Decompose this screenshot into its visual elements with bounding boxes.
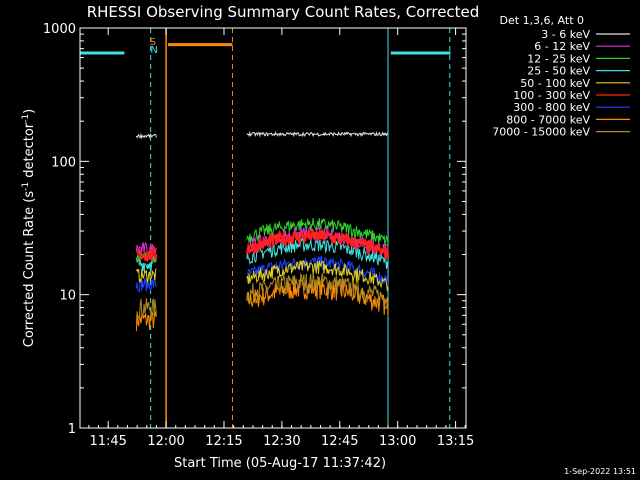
y-axis-label-part: Corrected Count Rate (s	[22, 191, 37, 348]
trace-100-300keV	[136, 245, 158, 263]
trace-50-100keV	[135, 268, 157, 284]
legend-label: 12 - 25 keV	[527, 52, 590, 65]
data-traces	[135, 130, 389, 332]
chart-title: RHESSI Observing Summary Count Rates, Co…	[87, 3, 480, 21]
x-tick-label: 11:45	[89, 434, 126, 449]
y-tick-label: 10	[59, 289, 76, 304]
trace-3-6keV	[246, 130, 389, 138]
trace-100-300keV	[245, 227, 389, 260]
legend-label: 25 - 50 keV	[527, 65, 590, 78]
legend-header: Det 1,3,6, Att 0	[500, 14, 584, 27]
x-tick-label: 13:00	[379, 434, 416, 449]
trace-25-50keV	[246, 236, 389, 270]
trace-50-100keV	[246, 259, 389, 292]
y-axis: 1 10 100 1000	[43, 22, 466, 437]
x-tick-label: 12:00	[147, 434, 184, 449]
y-axis-label-sup: -1	[21, 114, 31, 123]
y-axis-label: Corrected Count Rate (s-1 detector-1)	[21, 109, 37, 347]
annotation-lines: SN	[80, 37, 451, 56]
marker-n: N	[150, 45, 157, 56]
legend-label: 800 - 7000 keV	[506, 113, 590, 126]
legend-label: 100 - 300 keV	[513, 89, 590, 102]
x-axis-label: Start Time (05-Aug-17 11:37:42)	[174, 456, 386, 471]
x-tick-label: 13:15	[437, 434, 474, 449]
legend-label: 50 - 100 keV	[520, 77, 590, 90]
trace-12-25keV	[246, 217, 389, 246]
y-tick-label: 100	[51, 155, 76, 170]
y-axis-label-sup: -1	[21, 182, 31, 191]
x-tick-label: 12:45	[321, 434, 358, 449]
x-tick-label: 12:30	[263, 434, 300, 449]
legend-label: 300 - 800 keV	[513, 101, 590, 114]
trace-3-6keV	[135, 132, 157, 140]
y-axis-label-part: )	[22, 109, 37, 114]
trace-6-12keV	[135, 241, 157, 257]
y-tick-label: 1000	[43, 22, 76, 37]
trace-300-800keV	[246, 255, 389, 288]
y-axis-label-part: detector	[22, 122, 37, 182]
y-tick-label: 1	[68, 422, 76, 437]
marker-s: S	[150, 37, 156, 48]
legend-label: 3 - 6 keV	[541, 28, 590, 41]
trace-7000-15000keV	[246, 272, 389, 309]
trace-300-800keV	[135, 277, 157, 293]
x-axis: 11:45 12:00 12:15 12:30 12:45 13:00 13:15	[88, 28, 474, 449]
legend-label: 7000 - 15000 keV	[492, 126, 590, 139]
trace-7000-15000keV	[135, 298, 157, 319]
plot-frame	[79, 27, 467, 429]
legend-label: 6 - 12 keV	[534, 40, 590, 53]
x-tick-label: 12:15	[205, 434, 242, 449]
timestamp: 1-Sep-2022 13:51	[564, 467, 636, 476]
